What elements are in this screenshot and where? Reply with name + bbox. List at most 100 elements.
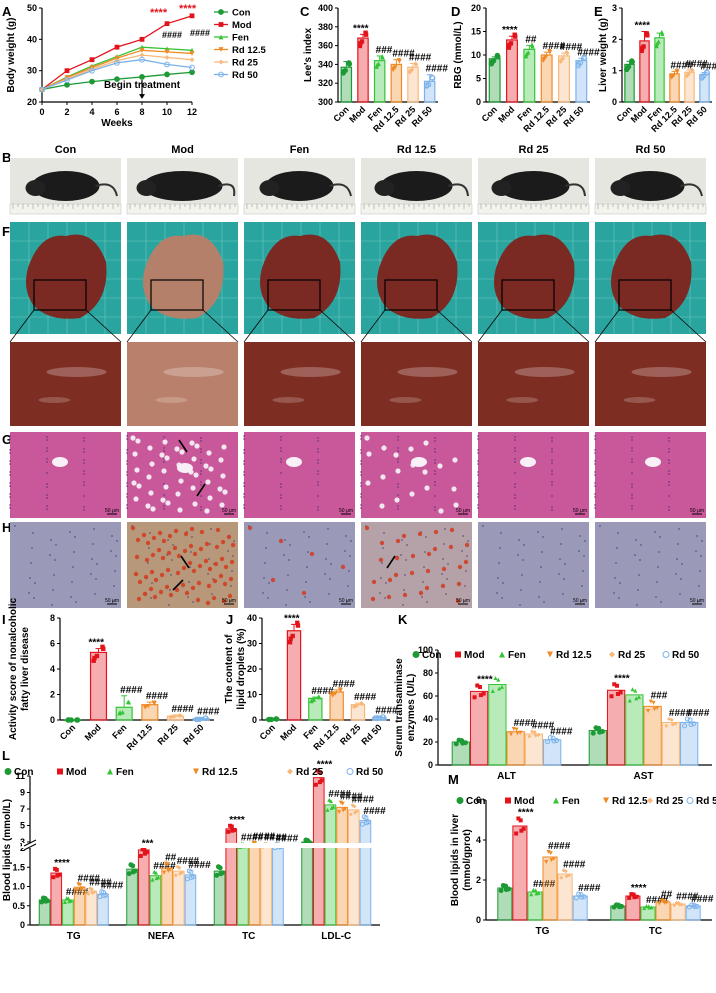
y-tick-label: 10 xyxy=(471,50,481,60)
nucleus xyxy=(317,437,319,439)
lipid-vacuole xyxy=(190,485,196,491)
nucleus xyxy=(542,536,544,538)
bar-rd12.5 xyxy=(655,901,671,921)
ruler xyxy=(594,203,707,215)
nucleus xyxy=(401,539,403,541)
lipid-vacuole xyxy=(204,508,210,514)
data-point xyxy=(189,69,195,76)
nucleus xyxy=(70,596,72,598)
data-point xyxy=(140,847,145,852)
lipid-droplet xyxy=(213,561,219,567)
legend-label: Rd 12.5 xyxy=(232,45,267,56)
nucleus xyxy=(594,482,596,484)
lipid-droplet xyxy=(270,577,276,583)
lipid-droplet xyxy=(215,527,221,533)
y-axis-label: lipid droplets (%) xyxy=(236,628,247,709)
data-point xyxy=(218,34,224,40)
nucleus xyxy=(519,604,521,606)
nucleus xyxy=(9,507,11,509)
data-point xyxy=(114,76,120,83)
zoom-box xyxy=(501,279,555,311)
lipid-droplet xyxy=(144,557,150,563)
data-point xyxy=(288,636,293,641)
lipid-droplet xyxy=(464,542,470,548)
nucleus xyxy=(326,543,328,545)
lipid-vacuole xyxy=(189,440,195,446)
bar-rd12.5 xyxy=(248,843,261,926)
nucleus xyxy=(115,555,117,557)
data-point xyxy=(627,895,632,900)
lipid-vacuole xyxy=(146,474,152,480)
lipid-vacuole xyxy=(161,468,167,474)
lipid-droplet xyxy=(247,525,253,531)
lipid-droplet xyxy=(143,574,149,580)
nucleus xyxy=(631,472,633,474)
mouse-tail xyxy=(680,183,703,197)
x-tick-label: 4 xyxy=(89,107,94,117)
data-point xyxy=(551,856,556,861)
mouse-body xyxy=(265,171,334,201)
nucleus xyxy=(434,481,436,483)
x-tick-label: Mod xyxy=(347,104,367,124)
legend-label: Rd 50 xyxy=(232,70,258,81)
significance-label: #### xyxy=(340,792,363,803)
x-tick-label: Rd 50 xyxy=(181,722,205,746)
nucleus xyxy=(280,497,282,499)
data-point xyxy=(669,74,675,79)
lipid-droplet xyxy=(370,596,376,602)
nucleus xyxy=(200,440,202,442)
bar-fen xyxy=(488,684,507,766)
lipid-vacuole xyxy=(408,446,414,452)
nucleus xyxy=(616,547,618,549)
lipid-droplet xyxy=(212,578,218,584)
lipid-vacuole xyxy=(174,446,180,452)
data-point xyxy=(576,891,582,897)
he-stain-row: 50 μm 50 μm 50 μm 50 μm 50 μm 50 μm xyxy=(9,432,706,518)
nucleus xyxy=(668,448,670,450)
data-point xyxy=(88,886,93,891)
lipid-droplet xyxy=(148,586,154,592)
lipid-droplet xyxy=(228,576,234,582)
data-point xyxy=(63,899,67,904)
nucleus xyxy=(699,570,701,572)
nucleus xyxy=(324,573,326,575)
nucleus xyxy=(90,573,92,575)
nucleus xyxy=(360,507,362,509)
y-tick-label: 40 xyxy=(27,34,37,44)
nucleus xyxy=(668,462,670,464)
data-point xyxy=(505,797,511,804)
data-point xyxy=(325,807,330,812)
data-point xyxy=(228,823,233,828)
y-tick-label: 6 xyxy=(476,795,481,805)
lipid-vacuole xyxy=(193,472,199,478)
nucleus xyxy=(46,450,48,452)
data-point xyxy=(51,875,56,880)
nucleus xyxy=(29,577,31,579)
data-point xyxy=(412,651,420,658)
nucleus xyxy=(9,463,11,465)
x-tick-label: Con xyxy=(480,104,499,123)
nucleus xyxy=(163,494,165,496)
significance-label: #### xyxy=(686,59,709,70)
bar-mod xyxy=(137,849,150,926)
data-point xyxy=(639,48,644,53)
nucleus xyxy=(656,581,658,583)
nucleus xyxy=(434,459,436,461)
nucleus xyxy=(280,486,282,488)
nucleus xyxy=(304,596,306,598)
data-point xyxy=(654,43,659,49)
data-point xyxy=(639,46,645,51)
oil-red-stain-image xyxy=(595,522,706,608)
legend-label: Con xyxy=(232,8,251,19)
nucleus xyxy=(677,543,679,545)
y-axis-label: Activity score of nonalcoholic xyxy=(8,597,19,740)
data-point xyxy=(43,898,49,904)
zoom-box xyxy=(384,279,438,311)
lipid-vacuole xyxy=(206,450,212,456)
lipid-vacuole xyxy=(205,479,211,485)
data-point xyxy=(553,797,559,804)
lipid-droplet xyxy=(229,559,235,565)
lipid-droplet xyxy=(158,589,164,595)
y-axis-label: RBG (mmol/L) xyxy=(453,21,464,88)
lipid-vacuole xyxy=(135,438,141,444)
